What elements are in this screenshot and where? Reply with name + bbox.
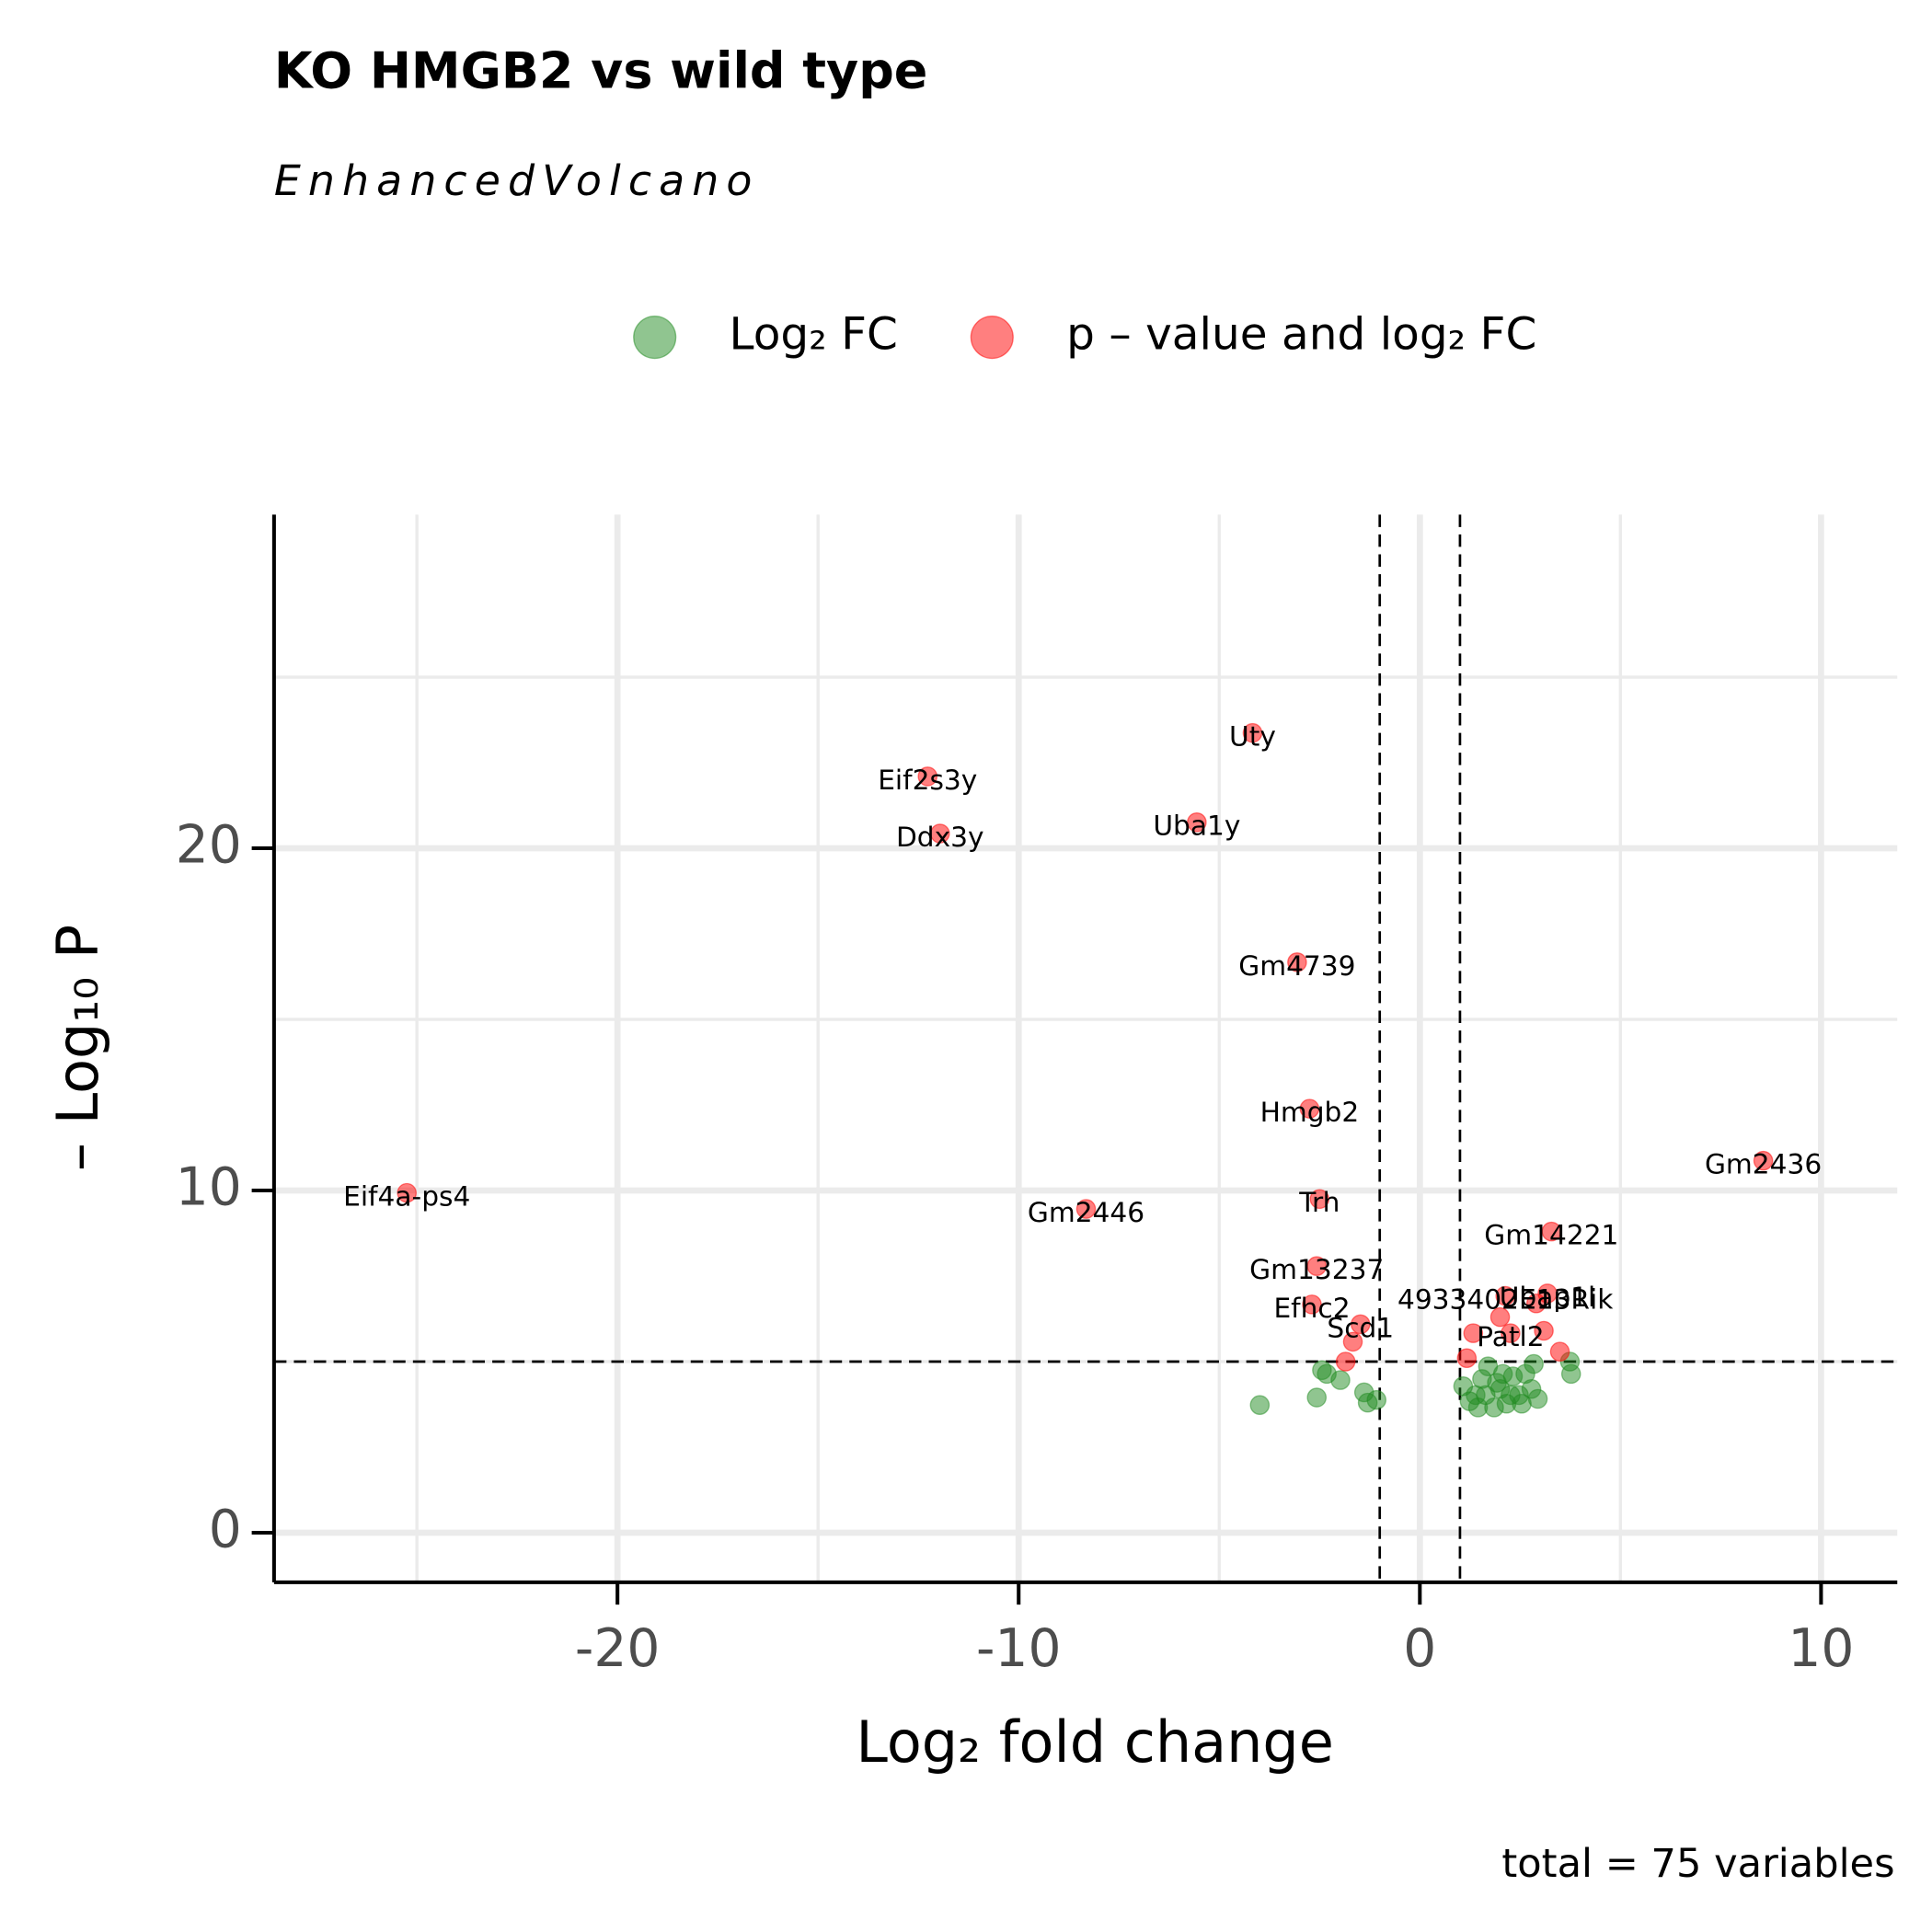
point-label: Uba1y bbox=[1153, 810, 1240, 842]
point bbox=[1342, 1331, 1363, 1352]
y-tick-label: 20 bbox=[176, 815, 242, 876]
point bbox=[1335, 1351, 1356, 1372]
point bbox=[1463, 1323, 1484, 1343]
point-label: Gm4739 bbox=[1238, 949, 1355, 982]
point bbox=[1299, 1098, 1320, 1119]
point-label: Gm2436 bbox=[1705, 1148, 1822, 1180]
point bbox=[1187, 811, 1207, 833]
point bbox=[1501, 1385, 1521, 1406]
point bbox=[1541, 1221, 1562, 1242]
point bbox=[1489, 1306, 1511, 1328]
point bbox=[1366, 1389, 1387, 1410]
x-tick-label: -10 bbox=[976, 1618, 1061, 1679]
point bbox=[1302, 1294, 1322, 1315]
chart-subtitle: EnhancedVolcano bbox=[274, 155, 760, 205]
point-label: Trh bbox=[1298, 1186, 1340, 1218]
point bbox=[1467, 1397, 1489, 1418]
point-label: Patl2 bbox=[1477, 1320, 1544, 1352]
point bbox=[1351, 1314, 1371, 1335]
point bbox=[1306, 1387, 1328, 1408]
point bbox=[1456, 1348, 1478, 1369]
point bbox=[1501, 1323, 1521, 1343]
point bbox=[929, 823, 950, 844]
point-label: Eif2s3y bbox=[878, 764, 977, 796]
point bbox=[1560, 1363, 1581, 1385]
point bbox=[1526, 1293, 1547, 1314]
point bbox=[1249, 1395, 1271, 1416]
y-tick-label: 0 bbox=[209, 1500, 242, 1560]
legend-label: p – value and log₂ FC bbox=[1066, 309, 1536, 361]
point-label: Uty bbox=[1229, 720, 1276, 753]
point bbox=[1524, 1353, 1544, 1374]
point-label: Gm2446 bbox=[1028, 1196, 1144, 1228]
point bbox=[1495, 1285, 1515, 1306]
point-label: Efhc2 bbox=[1273, 1292, 1350, 1324]
point-label: Ddx3y bbox=[896, 821, 984, 853]
point bbox=[1492, 1363, 1513, 1385]
point-label: Scd1 bbox=[1327, 1311, 1394, 1343]
y-axis-title: – Log₁₀ P bbox=[44, 925, 111, 1171]
point bbox=[1306, 1256, 1328, 1276]
x-tick-label: -20 bbox=[575, 1618, 660, 1679]
point bbox=[1549, 1341, 1570, 1362]
point bbox=[1287, 952, 1307, 972]
point-label: Gm13237 bbox=[1249, 1253, 1384, 1285]
point bbox=[397, 1182, 418, 1203]
point bbox=[1753, 1150, 1774, 1171]
legend-marker bbox=[633, 316, 677, 360]
y-tick-label: 10 bbox=[176, 1157, 242, 1218]
point-label: Ubap1l bbox=[1500, 1281, 1596, 1313]
point-label: Gm14221 bbox=[1484, 1219, 1618, 1251]
point bbox=[1242, 722, 1263, 743]
point bbox=[1075, 1199, 1097, 1219]
caption: total = 75 variables bbox=[1501, 1841, 1894, 1887]
x-tick-label: 0 bbox=[1403, 1618, 1436, 1679]
point-label: Eif4a-ps4 bbox=[343, 1179, 470, 1212]
legend-marker bbox=[970, 316, 1014, 360]
point bbox=[917, 766, 938, 787]
x-tick-label: 10 bbox=[1788, 1618, 1854, 1679]
point-label: Hmgb2 bbox=[1260, 1096, 1360, 1128]
legend-label: Log₂ FC bbox=[730, 309, 898, 361]
point bbox=[1330, 1370, 1351, 1390]
x-axis-title: Log₂ fold change bbox=[856, 1708, 1334, 1776]
point-label: 4933402E13Rik bbox=[1397, 1282, 1614, 1315]
chart-title: KO HMGB2 vs wild type bbox=[274, 42, 927, 100]
point bbox=[1309, 1189, 1330, 1210]
point bbox=[1534, 1320, 1554, 1341]
